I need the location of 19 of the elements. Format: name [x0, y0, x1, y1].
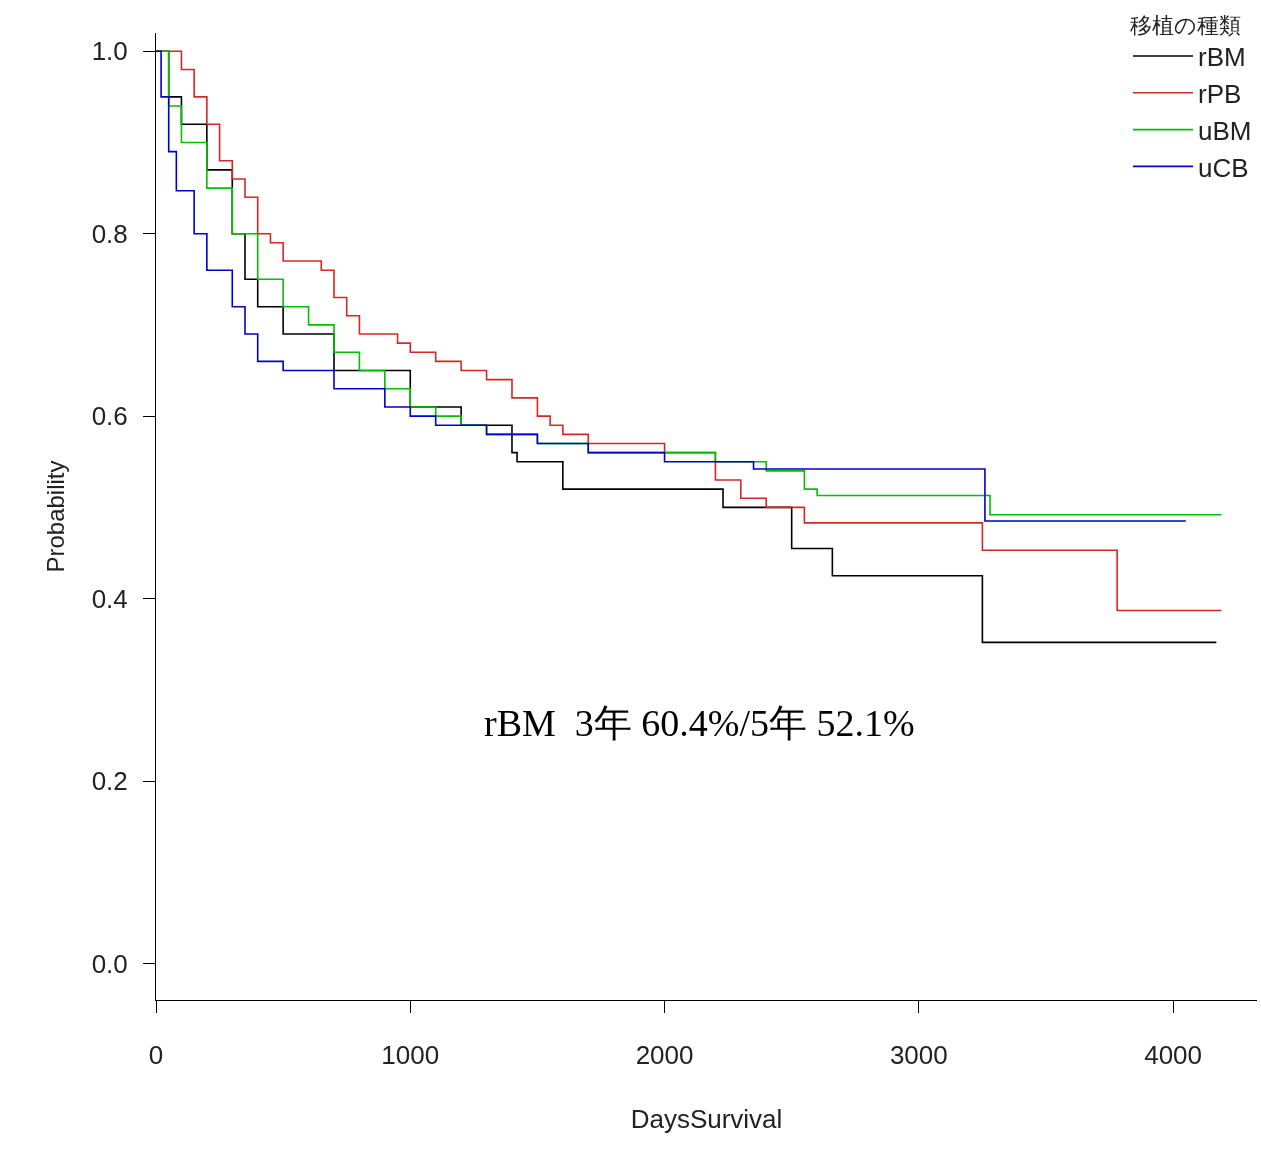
x-tick-label: 3000 [889, 1040, 948, 1071]
x-tick-label: 0 [148, 1040, 164, 1071]
x-axis-title: DaysSurvival [630, 1103, 783, 1134]
y-tick-label: 0.0 [91, 948, 128, 979]
y-tick-label: 1.0 [91, 36, 128, 67]
x-tick-label: 4000 [1144, 1040, 1203, 1071]
y-tick-label: 0.4 [91, 583, 128, 614]
x-tick-label: 1000 [381, 1040, 440, 1071]
x-tick-label: 2000 [635, 1040, 694, 1071]
y-tick-label: 0.8 [91, 218, 128, 249]
legend-title: 移植の種類 [1130, 12, 1241, 38]
y-axis-title: Probability [41, 460, 69, 573]
legend-label: uCB [1198, 152, 1249, 183]
y-tick-label: 0.2 [91, 766, 128, 797]
annotation: rBM 3年 60.4%/5年 52.1% [484, 702, 915, 744]
legend-label: uBM [1198, 115, 1252, 146]
legend-label: rPB [1198, 78, 1242, 109]
legend-label: rBM [1198, 42, 1246, 73]
y-tick-label: 0.6 [91, 401, 128, 432]
